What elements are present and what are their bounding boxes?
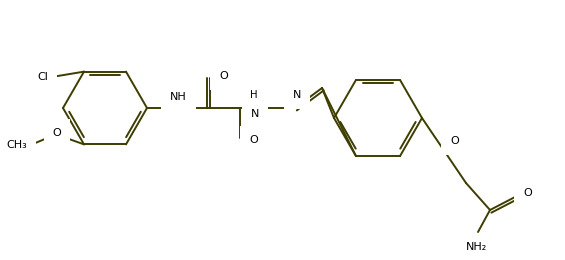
Text: O: O xyxy=(523,188,532,198)
Text: NH₂: NH₂ xyxy=(466,242,486,252)
Text: Cl: Cl xyxy=(37,72,48,82)
Text: N: N xyxy=(293,90,301,100)
Text: O: O xyxy=(450,136,459,146)
Text: O: O xyxy=(249,135,258,145)
Text: NH: NH xyxy=(170,92,187,102)
Text: CH₃: CH₃ xyxy=(6,140,27,150)
Text: N: N xyxy=(251,109,259,119)
Text: O: O xyxy=(219,71,228,81)
Text: O: O xyxy=(53,128,62,138)
Text: H: H xyxy=(250,90,258,100)
